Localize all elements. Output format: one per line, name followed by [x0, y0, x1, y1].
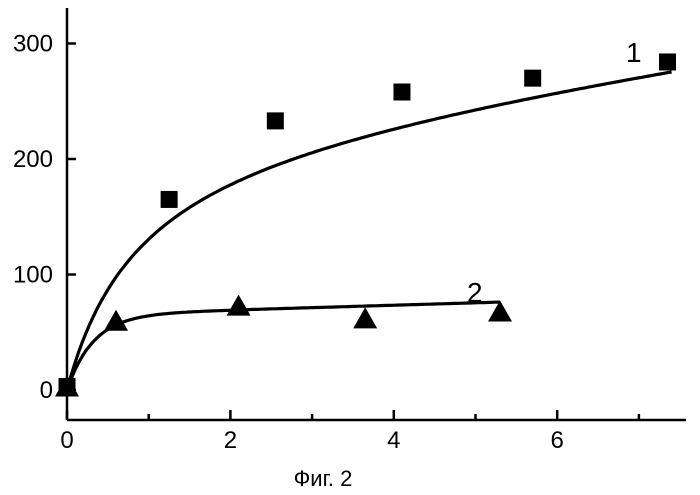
- y-tick-label: 300: [13, 31, 53, 58]
- square-marker: [393, 84, 410, 101]
- y-tick-label: 200: [13, 146, 53, 173]
- data-markers: [55, 53, 676, 396]
- square-marker: [161, 191, 178, 208]
- axes: [67, 8, 686, 420]
- x-tick-label: 2: [224, 427, 237, 454]
- series-label-1: 1: [626, 37, 642, 68]
- square-marker: [524, 70, 541, 87]
- fit-curve-1: [67, 72, 672, 390]
- triangle-marker: [353, 307, 377, 328]
- y-tick-label: 0: [40, 377, 53, 404]
- square-marker: [267, 112, 284, 129]
- triangle-marker: [227, 295, 251, 316]
- figure-caption: Фиг. 2: [294, 466, 353, 491]
- series-label-2: 2: [467, 277, 483, 308]
- fit-curve-2: [67, 302, 500, 390]
- x-tick-label: 0: [60, 427, 73, 454]
- axis-labels: 0 100 200 300 0 2 4 6: [13, 31, 564, 455]
- x-tick-label: 6: [551, 427, 564, 454]
- y-tick-label: 100: [13, 262, 53, 289]
- square-marker: [659, 53, 676, 70]
- x-tick-label: 4: [387, 427, 400, 454]
- fit-curves: [67, 72, 672, 390]
